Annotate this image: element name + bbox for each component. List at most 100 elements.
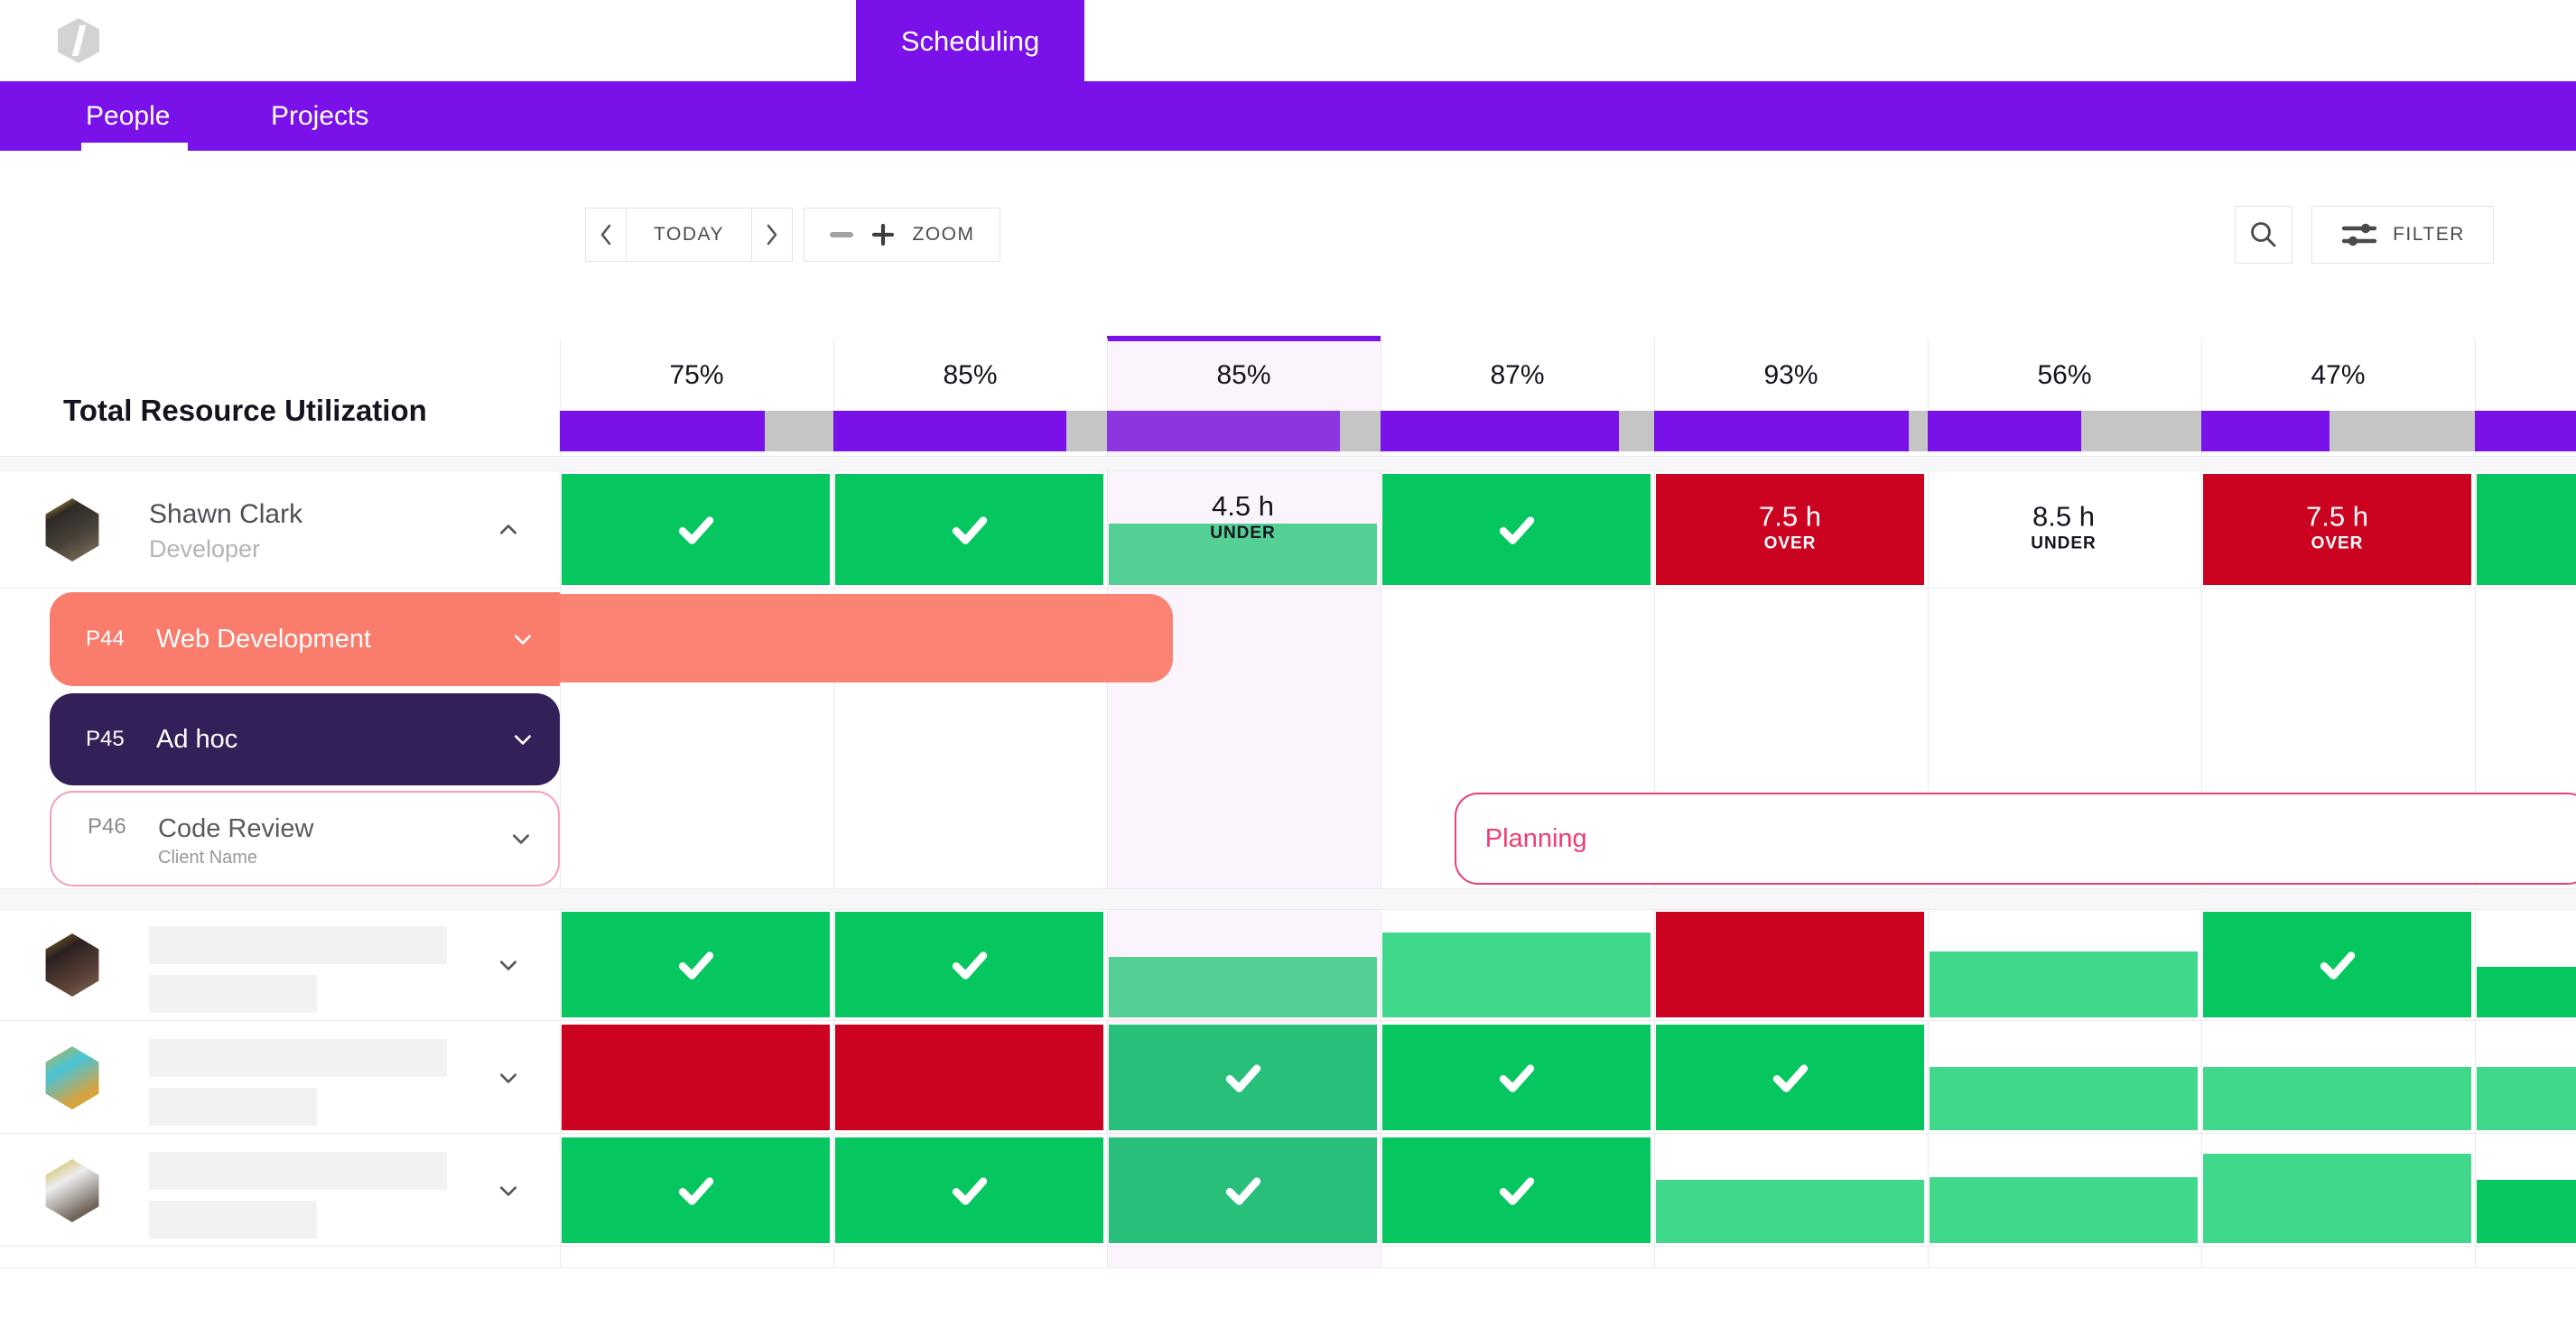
allocation-fill [2203,1066,2471,1130]
avatar[interactable] [45,933,99,997]
project-timeline-bar[interactable] [560,594,1173,682]
allocation-cell[interactable] [835,474,1103,585]
tab-projects[interactable]: Projects [271,81,368,151]
check-wrap [835,1137,1103,1243]
today-button[interactable]: TODAY [627,209,751,261]
check-icon [1499,515,1534,544]
cell-status-label: OVER [2311,534,2364,553]
utilization-bar-fill [1654,411,1909,451]
prev-period-button[interactable] [586,209,627,261]
skeleton-name-bar [149,1039,447,1077]
allocation-cell[interactable] [2203,1137,2471,1243]
project-name: Code Review [158,814,314,843]
allocation-cell[interactable] [562,474,830,585]
planning-phase-bar[interactable]: Planning [1454,793,2576,885]
allocation-cell[interactable] [1382,1137,1651,1243]
allocation-fill [1109,957,1377,1017]
utilization-bar-fill [1107,411,1340,451]
zoom-in-icon[interactable] [871,223,895,246]
zoom-out-icon[interactable] [829,232,853,237]
person-expand-toggle[interactable] [492,514,525,546]
allocation-cell[interactable]: 7.5 h OVER [2203,474,2471,585]
allocation-cell[interactable] [2477,474,2576,585]
allocation-cell[interactable] [2477,1025,2576,1130]
allocation-cell[interactable] [1656,1137,1924,1243]
allocation-cell[interactable] [1656,912,1924,1017]
filter-button[interactable]: FILTER [2311,206,2494,264]
chevron-down-icon [512,834,530,844]
project-expand-toggle[interactable] [507,793,535,885]
avatar[interactable] [45,498,99,562]
check-wrap [835,912,1103,1017]
allocation-cell[interactable] [1930,1025,2198,1130]
cell-status-label: UNDER [1210,524,1276,543]
allocation-cell[interactable] [835,1025,1103,1130]
allocation-cell[interactable]: 8.5 h UNDER [1930,474,2198,585]
allocation-cell[interactable] [2477,1137,2576,1243]
allocation-cell[interactable] [1656,1025,1924,1130]
logo-slash [71,25,87,56]
project-expand-toggle[interactable] [509,592,536,686]
allocation-cell[interactable] [835,1137,1103,1243]
allocation-cell[interactable] [1930,912,2198,1017]
allocation-cell[interactable] [2203,1025,2471,1130]
project-pill-p46[interactable]: P46 Code Review Client Name [50,791,560,886]
person-expand-toggle[interactable] [492,1174,525,1207]
allocation-cell[interactable] [562,1025,830,1130]
check-icon [1225,1176,1260,1205]
next-period-button[interactable] [751,209,792,261]
check-icon [678,515,713,544]
person-row-sidebar [0,910,560,1020]
person-expand-toggle[interactable] [492,1062,525,1094]
utilization-bar [1381,411,1654,451]
tab-scheduling-label: Scheduling [900,25,1040,57]
utilization-bar-fill [1381,411,1619,451]
allocation-cell[interactable] [1930,1137,2198,1243]
person-role: Developer [149,535,261,562]
project-pill-p45[interactable]: P45 Ad hoc [50,693,560,785]
allocation-cell[interactable] [1109,1137,1377,1243]
allocation-cell[interactable] [835,912,1103,1017]
allocation-fill [1382,933,1651,1017]
check-icon [678,951,713,979]
project-pill-p44[interactable]: P44 Web Development [50,592,560,686]
chevron-up-icon [499,524,517,534]
sub-nav: People Projects [0,81,2576,151]
person-allocation-cells [560,1023,2576,1133]
check-wrap [1656,1025,1924,1130]
utilization-column: 75% [560,339,833,456]
allocation-cell[interactable] [1382,1025,1651,1130]
allocation-cell[interactable] [1109,1025,1377,1130]
person-expand-toggle[interactable] [492,949,525,981]
tab-scheduling[interactable]: Scheduling [856,0,1084,83]
project-expand-toggle[interactable] [509,693,536,785]
date-nav-group: TODAY [585,208,793,262]
allocation-cell[interactable] [2477,912,2576,1017]
allocation-cell[interactable] [562,912,830,1017]
app-logo-icon[interactable] [58,18,99,63]
row-divider [0,1267,2576,1268]
cell-text: 7.5 h OVER [1656,500,1924,554]
search-button[interactable] [2235,206,2292,264]
avatar[interactable] [45,1159,99,1222]
tab-people[interactable]: People [86,81,170,151]
allocation-cell[interactable] [1109,912,1377,1017]
planning-label: Planning [1484,823,1587,853]
utilization-column: 47% [2201,339,2475,456]
project-code: P45 [86,727,125,751]
allocation-fill [1930,1177,2198,1243]
allocation-fill [1656,1179,1924,1243]
allocation-cell[interactable]: 7.5 h OVER [1656,474,1924,585]
skeleton-role-bar [149,1088,317,1126]
tab-projects-label: Projects [271,100,369,131]
row-divider [0,1133,2576,1134]
allocation-cell[interactable] [2203,912,2471,1017]
allocation-cell[interactable]: 4.5 h UNDER [1109,474,1377,585]
avatar[interactable] [45,1046,99,1109]
check-icon [952,951,987,979]
allocation-fill [1930,951,2198,1017]
utilization-percent-label: 87% [1490,360,1545,390]
allocation-cell[interactable] [1382,912,1651,1017]
allocation-cell[interactable] [562,1137,830,1243]
allocation-cell[interactable] [1382,474,1651,585]
